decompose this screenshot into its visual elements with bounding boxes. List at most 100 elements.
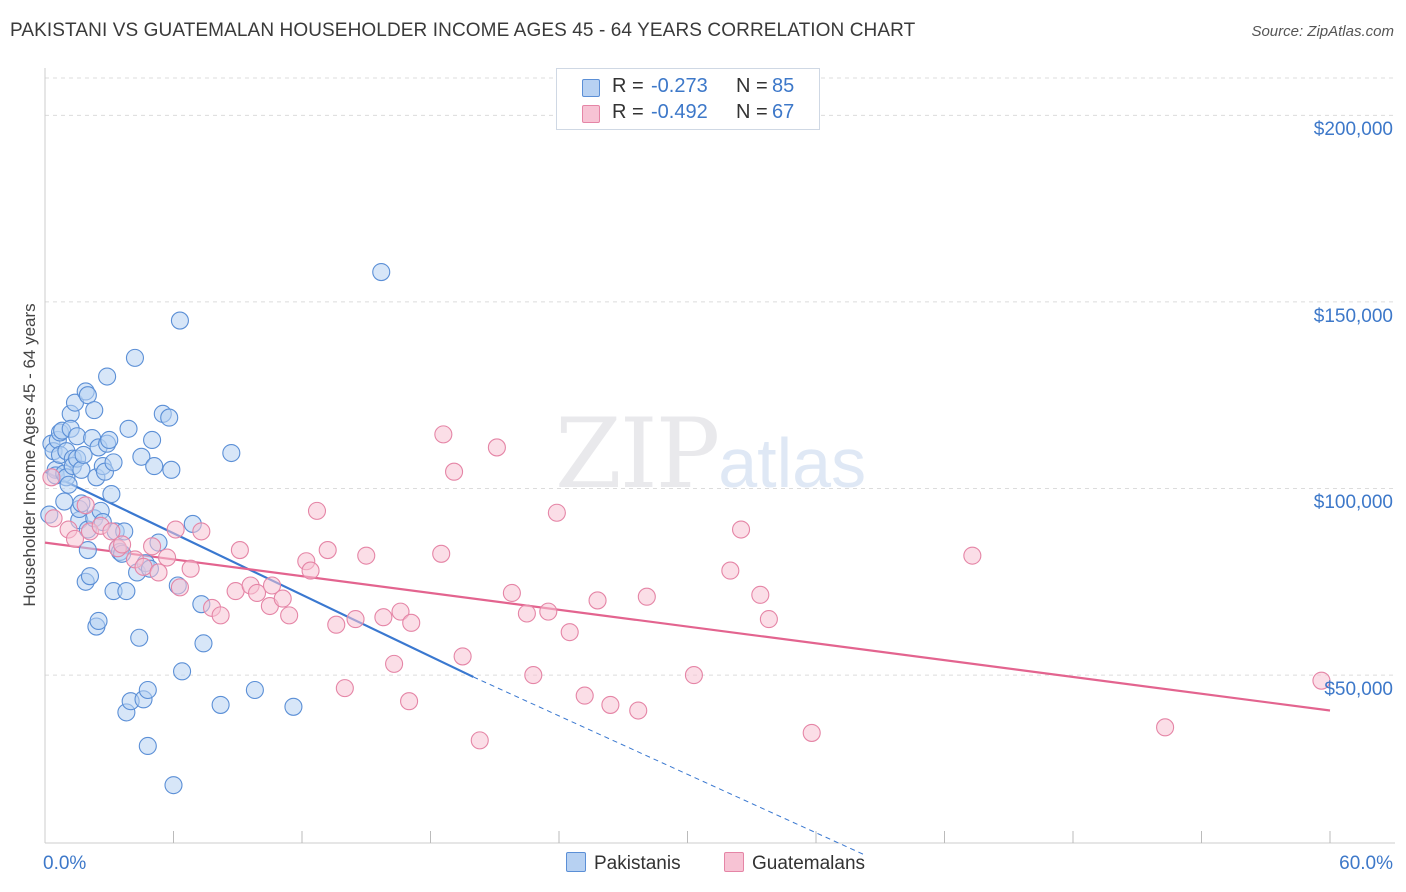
data-point-guatemalans	[166, 520, 185, 539]
data-point-pakistanis	[117, 582, 136, 601]
correlation-stats-box: R = -0.273 N = 85 R = -0.492 N = 67	[556, 68, 820, 130]
data-point-pakistanis	[59, 475, 78, 494]
data-point-guatemalans	[963, 546, 982, 565]
data-point-guatemalans	[470, 731, 489, 750]
data-point-guatemalans	[192, 522, 211, 541]
pakistanis-r-value: -0.273	[651, 75, 708, 97]
data-point-guatemalans	[629, 701, 648, 720]
data-point-pakistanis	[102, 485, 121, 504]
data-point-guatemalans	[211, 606, 230, 625]
scatter-points	[40, 262, 1331, 795]
data-point-pakistanis	[138, 680, 157, 700]
data-point-pakistanis	[80, 567, 100, 586]
data-point-guatemalans	[42, 468, 61, 487]
source-credit: Source: ZipAtlas.com	[1251, 23, 1394, 40]
n-label: N =	[736, 101, 768, 123]
data-point-pakistanis	[100, 430, 119, 450]
data-point-guatemalans	[44, 509, 63, 528]
data-point-guatemalans	[453, 647, 472, 666]
data-point-guatemalans	[445, 462, 464, 481]
data-point-guatemalans	[335, 679, 354, 698]
data-point-pakistanis	[222, 443, 241, 463]
data-point-guatemalans	[560, 623, 579, 642]
y-axis-label: Householder Income Ages 45 - 64 years	[20, 303, 39, 607]
legend-swatch-pakistanis	[566, 852, 586, 872]
watermark-zip: ZIP	[555, 398, 720, 510]
data-point-guatemalans	[357, 546, 376, 565]
trend-line-extension	[473, 676, 864, 855]
data-point-pakistanis	[119, 419, 138, 438]
data-point-pakistanis	[125, 348, 144, 367]
data-point-guatemalans	[539, 602, 558, 621]
data-point-guatemalans	[391, 602, 410, 621]
data-point-guatemalans	[273, 589, 292, 608]
legend-label-pakistanis: Pakistanis	[594, 853, 681, 874]
data-point-guatemalans	[307, 501, 327, 520]
data-point-pakistanis	[284, 697, 303, 716]
data-point-guatemalans	[517, 604, 536, 623]
data-point-guatemalans	[280, 606, 299, 625]
data-point-guatemalans	[102, 522, 121, 541]
guatemalans-n-value: 67	[772, 101, 795, 123]
data-point-guatemalans	[487, 438, 506, 457]
data-point-guatemalans	[113, 535, 132, 554]
data-point-pakistanis	[104, 453, 123, 472]
data-point-guatemalans	[170, 578, 189, 597]
data-point-pakistanis	[98, 367, 117, 386]
data-point-pakistanis	[194, 634, 213, 653]
trend-line-pakistanis	[44, 470, 474, 678]
data-point-guatemalans	[759, 610, 778, 629]
data-point-pakistanis	[145, 457, 164, 476]
y-tick-label: $50,000	[1324, 679, 1393, 701]
data-point-pakistanis	[245, 680, 264, 700]
data-point-guatemalans	[1156, 718, 1175, 737]
data-point-guatemalans	[149, 563, 168, 582]
r-label: R =	[612, 75, 644, 97]
data-point-guatemalans	[385, 654, 404, 673]
chart-title: PAKISTANI VS GUATEMALAN HOUSEHOLDER INCO…	[10, 20, 916, 41]
data-point-guatemalans	[1312, 671, 1331, 690]
data-point-guatemalans	[230, 541, 249, 560]
data-point-guatemalans	[684, 666, 703, 685]
data-point-guatemalans	[402, 613, 421, 632]
data-point-pakistanis	[138, 736, 157, 756]
pakistanis-swatch	[582, 79, 600, 97]
y-tick-label: $200,000	[1313, 119, 1393, 141]
data-point-guatemalans	[721, 561, 740, 580]
data-point-guatemalans	[76, 496, 95, 515]
watermark: ZIPatlas	[555, 398, 866, 510]
data-point-guatemalans	[434, 425, 453, 444]
data-point-guatemalans	[637, 587, 656, 606]
data-point-guatemalans	[802, 723, 821, 742]
data-point-guatemalans	[524, 666, 543, 685]
legend-item-pakistanis[interactable]: Pakistanis	[566, 852, 681, 875]
data-point-guatemalans	[400, 692, 419, 711]
data-point-guatemalans	[301, 561, 320, 580]
legend-item-guatemalans[interactable]: Guatemalans	[724, 852, 865, 875]
data-point-guatemalans	[731, 520, 751, 539]
x-axis	[44, 68, 1395, 844]
data-point-pakistanis	[89, 611, 108, 631]
y-tick-label: $150,000	[1313, 305, 1393, 327]
data-point-pakistanis	[162, 460, 181, 479]
data-point-pakistanis	[132, 447, 151, 466]
data-point-guatemalans	[502, 583, 521, 603]
data-point-guatemalans	[262, 576, 282, 595]
data-point-pakistanis	[78, 386, 97, 405]
guatemalans-swatch	[582, 105, 600, 123]
data-point-pakistanis	[72, 460, 91, 479]
data-point-guatemalans	[751, 585, 770, 604]
data-point-pakistanis	[78, 541, 97, 560]
data-point-pakistanis	[211, 695, 230, 714]
data-point-pakistanis	[173, 662, 192, 681]
data-point-guatemalans	[181, 559, 200, 578]
data-point-guatemalans	[65, 529, 85, 548]
data-point-guatemalans	[432, 544, 451, 563]
data-point-pakistanis	[85, 401, 104, 420]
data-point-guatemalans	[143, 537, 162, 556]
data-point-pakistanis	[68, 427, 87, 446]
data-point-guatemalans	[588, 591, 607, 610]
data-point-pakistanis	[170, 311, 189, 330]
data-point-guatemalans	[318, 541, 337, 560]
data-point-guatemalans	[601, 695, 620, 714]
